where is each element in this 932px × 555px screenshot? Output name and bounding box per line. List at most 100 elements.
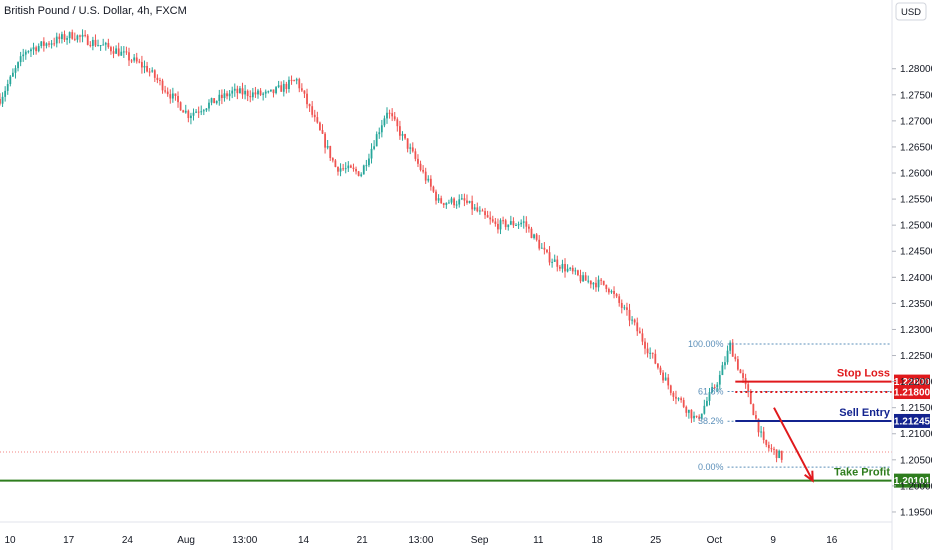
candle-body — [468, 200, 471, 203]
fib-level-label: 100.00% — [688, 339, 724, 349]
candle-body — [780, 450, 783, 460]
candle-body — [587, 280, 590, 282]
price-tag[interactable]: 1.20101 — [894, 473, 931, 488]
candle-body — [267, 91, 270, 93]
candle-body — [1, 96, 4, 104]
x-tick-label: 25 — [650, 535, 662, 546]
candle-body — [466, 200, 468, 203]
candle-body — [721, 365, 724, 376]
candle-body — [24, 51, 27, 55]
candle-body — [42, 41, 45, 46]
currency-button[interactable]: USD — [895, 2, 927, 21]
candle-body — [755, 415, 757, 419]
y-tick-label: 1.27000 — [900, 116, 932, 127]
candle-body — [182, 110, 185, 113]
trade-level-label: Take Profit — [834, 467, 890, 479]
candle-body — [91, 39, 94, 46]
candle-body — [6, 84, 9, 91]
candle-body — [166, 91, 169, 95]
y-tick-label: 1.26000 — [900, 169, 932, 180]
candle-body — [30, 49, 32, 52]
candle-body — [79, 35, 81, 37]
candle-body — [360, 174, 363, 176]
candle-body — [270, 89, 272, 92]
candle-body — [344, 168, 347, 170]
candle-body — [55, 36, 58, 44]
candle-body — [450, 198, 453, 203]
price-tag[interactable]: 1.21800 — [894, 385, 931, 400]
candle-body — [231, 90, 234, 94]
candle-body — [406, 138, 409, 149]
candle-body — [177, 95, 179, 103]
candle-body — [610, 290, 613, 293]
candle-body — [742, 373, 744, 378]
candle-body — [280, 85, 283, 92]
candle-body — [773, 448, 775, 450]
candle-body — [319, 122, 321, 131]
candle-body — [546, 249, 548, 253]
candle-body — [244, 90, 246, 95]
candle-body — [205, 108, 208, 111]
candle-body — [641, 333, 644, 342]
price-tag[interactable]: 1.21245 — [894, 413, 931, 428]
candle-body — [293, 80, 296, 82]
candle-body — [202, 110, 205, 112]
candle-body — [22, 54, 25, 57]
time-axis[interactable]: 10 17 24 Aug 13:00 14 21 13:00 Sep 11 18 25 Oct 9 16 — [0, 521, 892, 546]
y-tick-label: 1.21500 — [900, 403, 932, 414]
x-tick-label: Sep — [471, 535, 489, 546]
candle-body — [313, 114, 316, 118]
candle-body — [138, 61, 141, 63]
price-tag-box — [894, 385, 930, 400]
candle-body — [257, 90, 259, 95]
y-tick-label: 1.27500 — [900, 90, 932, 101]
candle-body — [680, 398, 683, 401]
fib-level-label: 0.00% — [698, 462, 724, 472]
candle-body — [497, 223, 499, 230]
candle-body — [14, 68, 17, 73]
candle-body — [693, 415, 695, 419]
candle-body — [561, 263, 564, 269]
candle-body — [159, 79, 161, 81]
candle-body — [404, 134, 406, 139]
candle-body — [486, 215, 489, 218]
candle-body — [417, 158, 419, 164]
candle-body — [81, 34, 84, 37]
candle-body — [478, 210, 481, 212]
candle-body — [556, 259, 559, 267]
candle-body — [110, 47, 112, 52]
candle-body — [300, 88, 303, 91]
candle-body — [460, 198, 463, 200]
candle-body — [4, 90, 7, 97]
candle-body — [128, 52, 130, 61]
candle-body — [349, 165, 352, 168]
price-tag-text: 1.21245 — [894, 416, 931, 427]
candle-body — [571, 267, 574, 272]
candle-body — [285, 83, 288, 89]
candle-body — [553, 259, 556, 262]
candle-body — [125, 51, 128, 53]
candle-body — [251, 92, 254, 98]
candle-body — [476, 207, 479, 212]
candle-body — [195, 111, 197, 113]
candle-body — [347, 165, 350, 169]
candle-body — [778, 450, 781, 459]
candle-body — [729, 342, 732, 351]
candle-body — [424, 171, 427, 181]
candle-body — [249, 96, 252, 98]
candle-body — [548, 252, 551, 263]
candle-body — [739, 369, 742, 374]
y-tick-label: 1.22000 — [900, 377, 932, 388]
candle-body — [391, 113, 394, 117]
candle-body — [644, 341, 646, 349]
currency-button-box[interactable] — [895, 2, 927, 21]
candle-body — [767, 444, 770, 449]
candle-body — [122, 51, 125, 53]
candle-body — [334, 160, 337, 167]
candle-body — [112, 51, 115, 54]
candle-body — [246, 90, 249, 97]
candle-body — [657, 363, 659, 368]
